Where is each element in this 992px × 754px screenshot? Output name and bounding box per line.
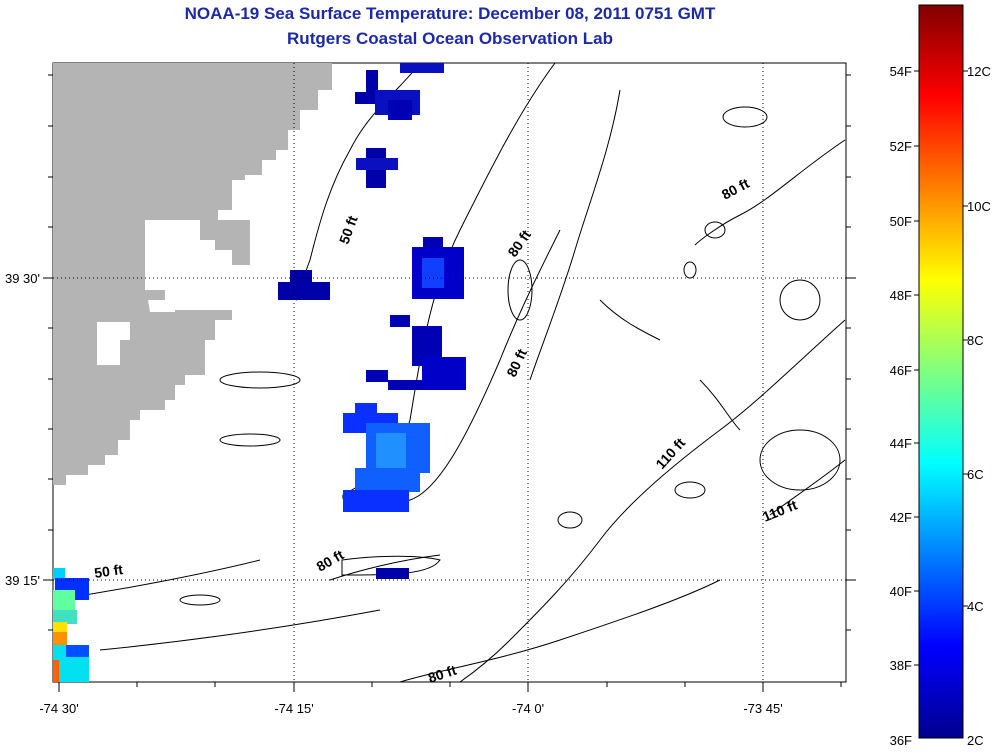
map-subtitle: Rutgers Coastal Ocean Observation Lab [287, 29, 613, 48]
axis-ticks [43, 74, 856, 692]
graticule [53, 63, 846, 682]
land-mass [53, 63, 332, 485]
colorbar: 54F 52F 50F 48F 46F 44F 42F 40F 38F 36F … [890, 4, 991, 748]
colorbar-c-label: 4C [967, 599, 984, 614]
colorbar-c-label: 10C [967, 199, 991, 214]
lat-label: 39 15' [5, 573, 40, 588]
colorbar-c-label: 8C [967, 333, 984, 348]
contour-label: 50 ft [93, 561, 124, 581]
lon-label: -73 45' [743, 701, 782, 716]
lon-label: -74 15' [274, 701, 313, 716]
colorbar-f-label: 54F [890, 64, 912, 79]
lon-label: -74 0' [512, 701, 544, 716]
lat-label: 39 30' [5, 271, 40, 286]
colorbar-f-label: 52F [890, 139, 912, 154]
colorbar-f-label: 36F [890, 733, 912, 748]
sst-pixels [53, 63, 466, 682]
colorbar-f-label: 38F [890, 658, 912, 673]
colorbar-c-label: 12C [967, 64, 991, 79]
colorbar-f-label: 48F [890, 288, 912, 303]
colorbar-f-label: 46F [890, 363, 912, 378]
colorbar-f-label: 44F [890, 436, 912, 451]
lon-label: -74 30' [39, 701, 78, 716]
colorbar-c-label: 6C [967, 467, 984, 482]
colorbar-f-label: 40F [890, 584, 912, 599]
colorbar-f-label: 50F [890, 214, 912, 229]
colorbar-c-label: 2C [967, 733, 984, 748]
colorbar-f-label: 42F [890, 510, 912, 525]
map-title: NOAA-19 Sea Surface Temperature: Decembe… [184, 4, 716, 23]
colorbar-gradient [918, 4, 964, 739]
